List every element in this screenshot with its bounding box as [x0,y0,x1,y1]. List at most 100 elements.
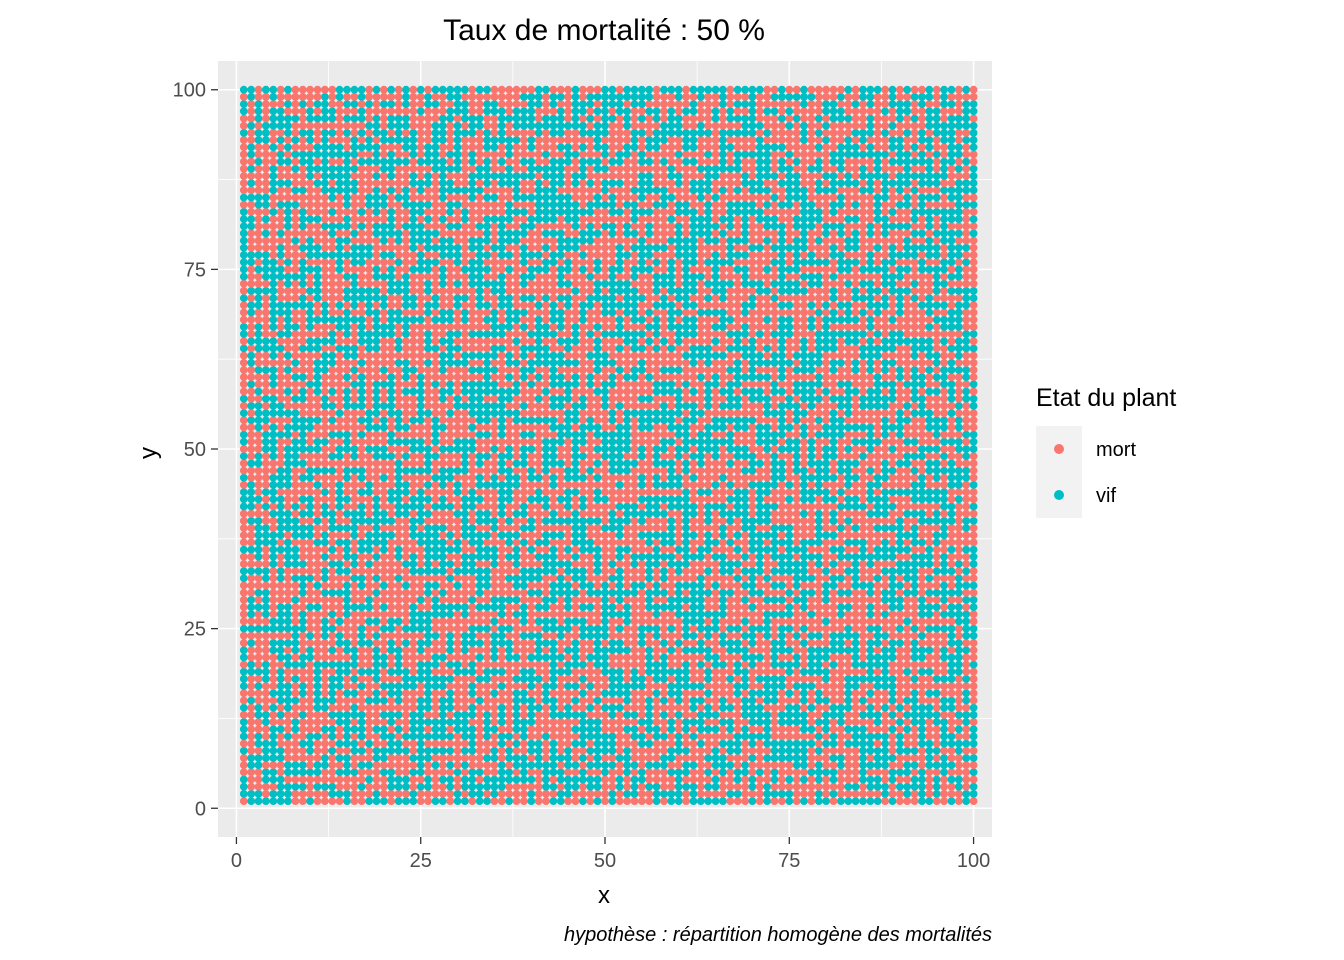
point-mort [298,603,307,611]
point-mort [755,581,764,590]
point-mort [748,502,757,511]
point-mort [778,452,786,461]
point-mort [483,588,491,597]
point-mort [792,488,801,496]
point-mort [239,660,248,669]
point-vif [674,696,683,705]
point-mort [903,481,912,489]
point-mort [475,775,484,784]
point-mort [372,459,381,468]
point-mort [453,775,462,784]
point-mort [593,452,602,461]
point-mort [461,653,469,662]
point-mort [601,560,609,568]
point-mort [719,711,727,719]
point-vif [829,509,838,518]
point-vif [925,797,934,805]
point-vif [505,574,514,583]
point-mort [276,588,285,597]
point-vif [387,488,396,496]
point-vif [284,545,292,554]
point-mort [380,703,388,712]
point-mort [394,790,403,798]
point-vif [873,732,882,741]
point-vif [520,617,528,626]
point-vif [298,682,307,690]
point-mort [586,502,595,511]
point-vif [645,596,654,604]
point-mort [586,768,595,777]
point-vif [733,732,742,741]
point-mort [615,538,624,547]
point-vif [328,675,337,683]
point-vif [866,481,875,489]
point-vif [903,768,912,777]
point-vif [667,466,676,475]
point-mort [505,660,514,669]
point-vif [372,631,381,640]
point-mort [269,660,278,669]
point-vif [844,682,853,690]
point-mort [497,545,506,554]
point-vif [468,502,477,511]
point-mort [667,581,676,590]
point-mort [505,631,514,640]
point-vif [601,581,609,590]
point-mort [247,768,256,777]
point-mort [807,502,816,511]
point-vif [247,696,256,705]
point-mort [497,617,506,626]
point-vif [947,696,956,705]
point-mort [564,631,572,640]
point-mort [638,617,646,626]
point-vif [424,588,432,597]
point-vif [262,531,270,540]
point-mort [733,481,742,489]
point-vif [394,617,403,626]
point-vif [321,782,329,791]
point-mort [682,574,690,583]
point-mort [579,746,587,755]
point-vif [269,560,278,568]
point-mort [682,739,690,748]
point-vif [542,596,550,604]
point-mort [726,552,735,561]
point-vif [291,725,300,734]
point-vif [903,725,912,734]
point-mort [962,552,971,561]
point-mort [719,481,727,489]
point-vif [380,452,388,461]
point-vif [615,588,624,597]
point-mort [704,473,713,482]
point-vif [829,574,838,583]
point-vif [593,631,602,640]
point-mort [925,596,934,604]
point-vif [645,782,654,791]
point-vif [350,531,359,540]
point-vif [674,502,683,511]
point-vif [866,624,875,633]
point-vif [770,459,779,468]
point-vif [483,675,491,683]
point-mort [298,667,307,676]
point-mort [254,746,263,755]
point-mort [497,574,506,583]
point-mort [844,732,853,741]
point-mort [638,610,646,619]
point-vif [593,495,602,504]
point-mort [822,603,830,611]
point-vif [520,689,528,698]
point-mort [674,660,683,669]
point-vif [438,445,447,453]
point-vif [475,782,484,791]
point-mort [542,667,550,676]
point-vif [910,718,919,726]
point-mort [711,509,720,518]
point-mort [306,459,314,468]
point-mort [601,538,609,547]
point-vif [844,552,853,561]
point-mort [785,768,794,777]
point-mort [696,538,705,547]
point-vif [542,452,550,461]
point-mort [483,746,491,755]
